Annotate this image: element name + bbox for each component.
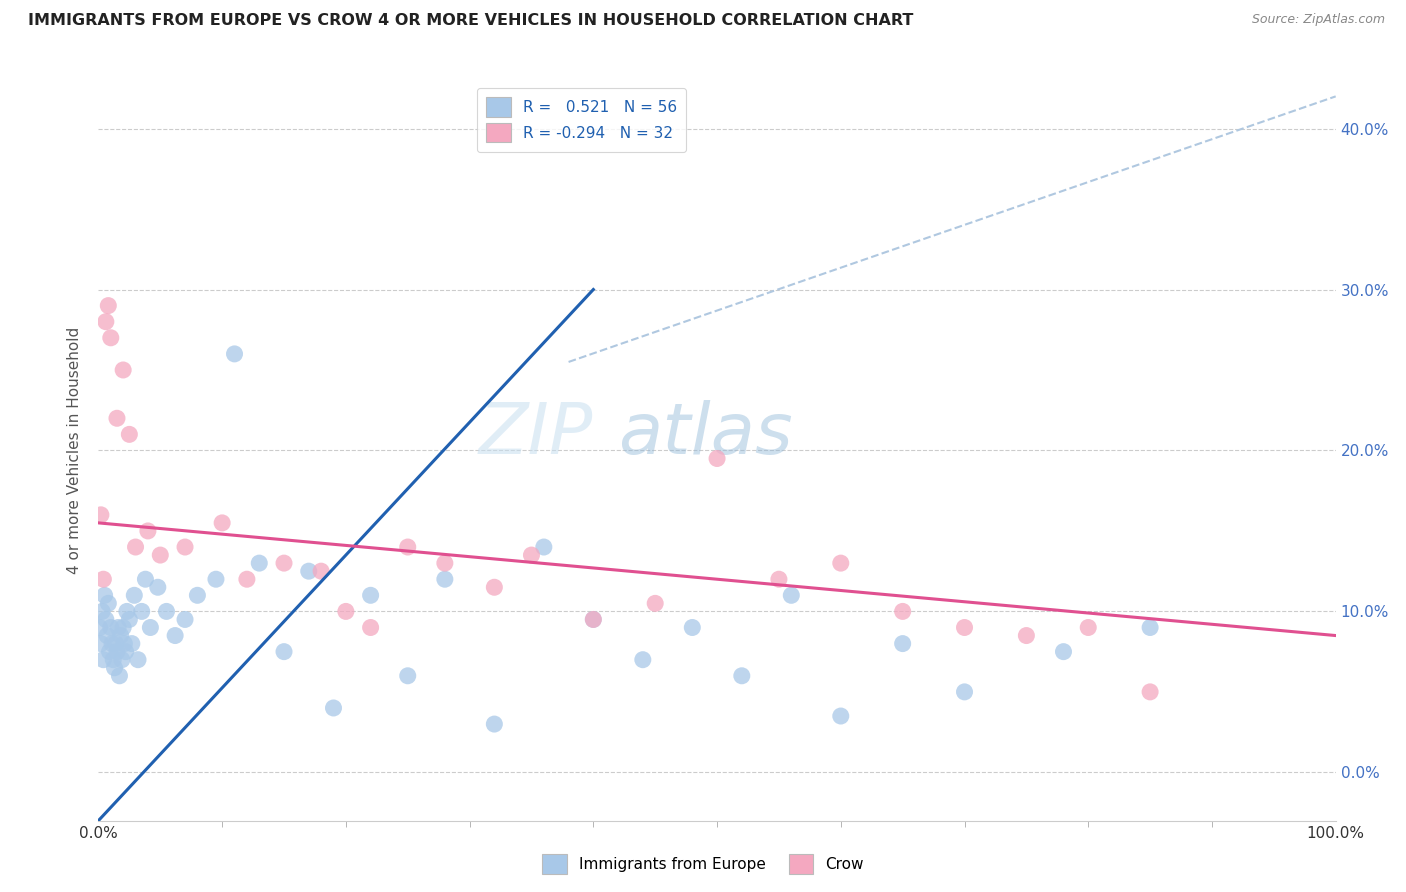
Point (105, 411, 128, 425)
Point (139, 620, 162, 634)
Point (93, 653, 115, 667)
Point (211, 516, 233, 530)
Point (298, 564, 321, 578)
Point (953, 620, 976, 634)
Point (155, 604, 177, 618)
Point (174, 612, 197, 626)
Point (96, 628, 118, 642)
Point (103, 653, 125, 667)
Text: ZIP: ZIP (479, 400, 593, 469)
Point (780, 588, 803, 602)
Point (93, 572, 115, 586)
Point (186, 588, 208, 602)
Point (91, 604, 114, 618)
Point (103, 661, 125, 675)
Point (114, 645, 136, 659)
Point (520, 548, 543, 562)
Y-axis label: 4 or more Vehicles in Household: 4 or more Vehicles in Household (67, 326, 83, 574)
Point (104, 637, 127, 651)
Point (111, 653, 134, 667)
Point (768, 572, 790, 586)
Point (131, 604, 153, 618)
Point (93, 588, 115, 602)
Point (94, 612, 117, 626)
Point (98, 645, 121, 659)
Point (731, 669, 754, 683)
Text: IMMIGRANTS FROM EUROPE VS CROW 4 OR MORE VEHICLES IN HOUSEHOLD CORRELATION CHART: IMMIGRANTS FROM EUROPE VS CROW 4 OR MORE… (28, 13, 914, 29)
Point (112, 637, 135, 651)
Point (107, 620, 129, 634)
Point (100, 331, 122, 345)
Point (101, 637, 124, 651)
Point (706, 451, 728, 466)
Point (396, 669, 419, 683)
Point (1077, 620, 1099, 634)
Point (118, 612, 141, 626)
Point (121, 637, 143, 651)
Point (97, 299, 120, 313)
Point (953, 685, 976, 699)
Point (149, 548, 172, 562)
Point (100, 620, 122, 634)
Point (90, 508, 112, 522)
Point (1139, 620, 1161, 634)
Point (108, 669, 131, 683)
Point (118, 427, 141, 442)
Point (127, 653, 149, 667)
Point (582, 612, 605, 626)
Point (112, 620, 135, 634)
Point (146, 580, 169, 594)
Point (97, 596, 120, 610)
Point (433, 572, 456, 586)
Point (224, 347, 246, 361)
Point (273, 556, 295, 570)
Point (484, 717, 506, 731)
Point (273, 645, 295, 659)
Legend: R =   0.521   N = 56, R = -0.294   N = 32: R = 0.521 N = 56, R = -0.294 N = 32 (477, 88, 686, 152)
Point (165, 628, 187, 642)
Point (1139, 685, 1161, 699)
Legend: Immigrants from Europe, Crow: Immigrants from Europe, Crow (536, 848, 870, 880)
Point (335, 604, 357, 618)
Point (533, 540, 555, 554)
Point (484, 580, 506, 594)
Point (631, 653, 654, 667)
Point (681, 620, 703, 634)
Point (124, 588, 146, 602)
Point (582, 612, 605, 626)
Point (115, 604, 138, 618)
Point (830, 556, 852, 570)
Point (322, 701, 344, 715)
Point (891, 637, 914, 651)
Text: atlas: atlas (619, 400, 793, 469)
Point (1015, 628, 1038, 642)
Point (90, 637, 112, 651)
Point (360, 620, 382, 634)
Point (105, 645, 128, 659)
Point (1052, 645, 1074, 659)
Point (89, 620, 111, 634)
Point (433, 556, 456, 570)
Point (236, 572, 259, 586)
Point (360, 588, 382, 602)
Point (830, 709, 852, 723)
Point (110, 628, 132, 642)
Point (891, 604, 914, 618)
Point (644, 596, 666, 610)
Point (112, 363, 135, 377)
Point (136, 524, 159, 538)
Point (124, 540, 146, 554)
Point (134, 572, 156, 586)
Point (174, 540, 197, 554)
Point (396, 540, 419, 554)
Point (309, 564, 332, 578)
Text: Source: ZipAtlas.com: Source: ZipAtlas.com (1251, 13, 1385, 27)
Point (247, 556, 270, 570)
Point (205, 572, 228, 586)
Point (94, 315, 117, 329)
